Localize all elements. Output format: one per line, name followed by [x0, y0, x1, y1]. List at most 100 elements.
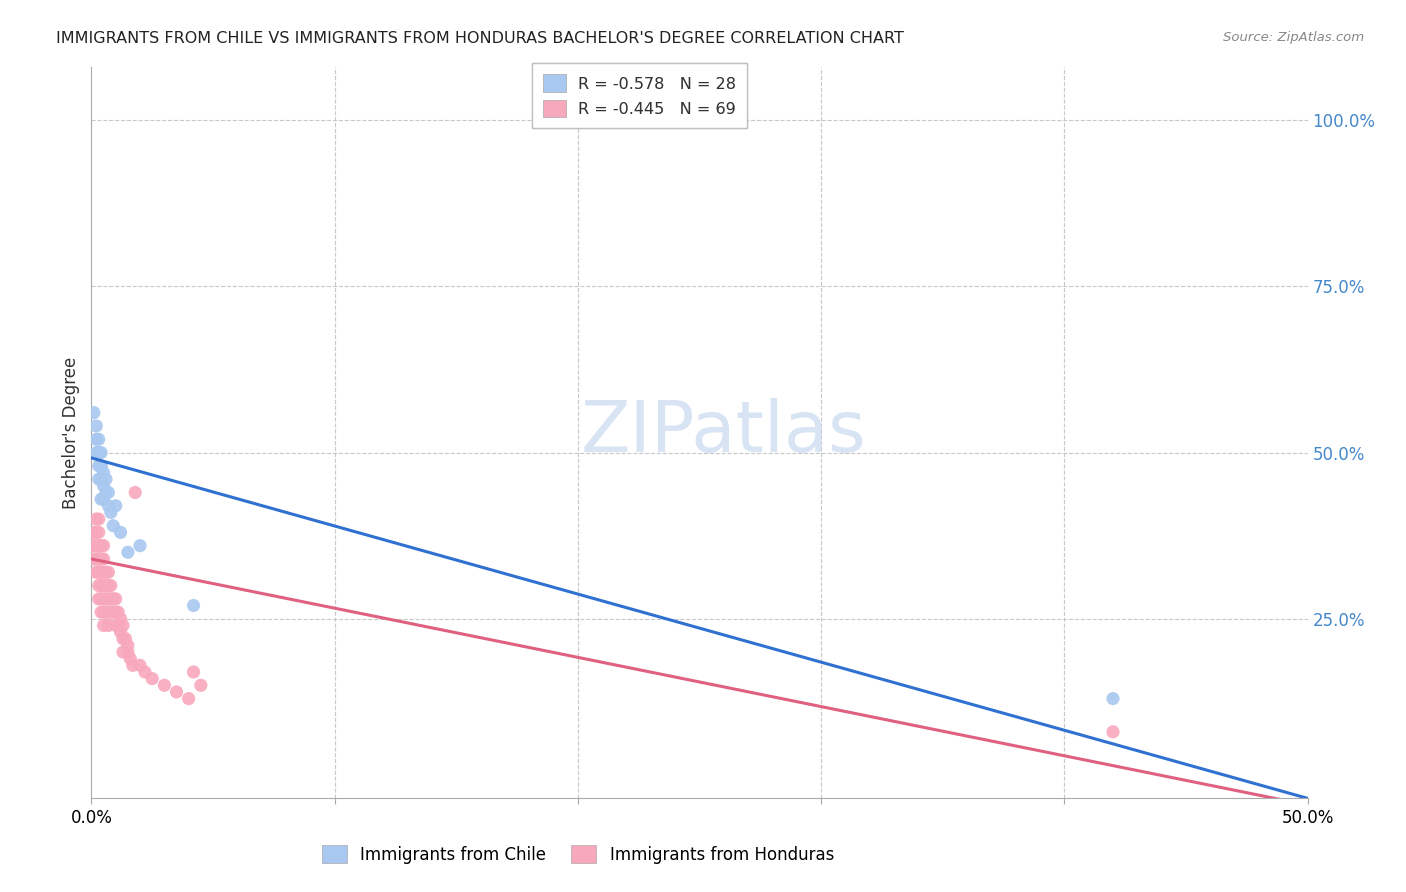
Point [87, 566, 110, 580]
Point [87, 458, 110, 473]
Point [93, 591, 115, 606]
Y-axis label: Bachelor's Degree: Bachelor's Degree [62, 357, 80, 508]
Point [90, 566, 112, 580]
Point [104, 605, 127, 619]
Point [117, 645, 139, 659]
Point [166, 685, 188, 699]
Point [83, 539, 105, 553]
Point [87, 525, 110, 540]
Point [90, 539, 112, 553]
Point [84, 432, 107, 446]
Point [87, 445, 110, 459]
Point [104, 499, 127, 513]
Point [90, 552, 112, 566]
Point [87, 539, 110, 553]
Point [103, 591, 125, 606]
Point [117, 639, 139, 653]
Point [94, 591, 117, 606]
Point [84, 566, 107, 580]
Point [110, 612, 132, 626]
Point [87, 432, 110, 446]
Point [84, 552, 107, 566]
Point [129, 539, 152, 553]
Point [93, 552, 115, 566]
Point [87, 472, 110, 486]
Point [100, 605, 122, 619]
Point [117, 545, 139, 559]
Point [94, 485, 117, 500]
Point [94, 472, 117, 486]
Point [110, 625, 132, 640]
Point [87, 578, 110, 592]
Point [90, 458, 112, 473]
Point [97, 605, 120, 619]
Point [111, 632, 134, 646]
Point [103, 605, 125, 619]
Point [100, 505, 122, 519]
Point [177, 691, 200, 706]
Point [87, 552, 110, 566]
Point [93, 492, 115, 507]
Point [97, 578, 120, 592]
Point [100, 578, 122, 592]
Point [90, 605, 112, 619]
Point [83, 406, 105, 420]
Point [87, 591, 110, 606]
Point [94, 566, 117, 580]
Point [103, 518, 125, 533]
Point [111, 618, 134, 632]
Point [120, 651, 142, 665]
Point [90, 458, 112, 473]
Point [183, 599, 205, 613]
Point [87, 539, 110, 553]
Point [93, 479, 115, 493]
Point [90, 472, 112, 486]
Point [121, 658, 143, 673]
Point [153, 678, 176, 692]
Point [97, 566, 120, 580]
Point [114, 632, 136, 646]
Point [84, 512, 107, 526]
Point [1102, 724, 1125, 739]
Text: IMMIGRANTS FROM CHILE VS IMMIGRANTS FROM HONDURAS BACHELOR'S DEGREE CORRELATION : IMMIGRANTS FROM CHILE VS IMMIGRANTS FROM… [56, 31, 904, 46]
Point [93, 539, 115, 553]
Point [97, 485, 120, 500]
Legend: Immigrants from Chile, Immigrants from Honduras: Immigrants from Chile, Immigrants from H… [315, 838, 841, 871]
Point [84, 445, 107, 459]
Point [107, 618, 129, 632]
Point [97, 618, 120, 632]
Point [83, 552, 105, 566]
Point [94, 605, 117, 619]
Point [94, 578, 117, 592]
Point [129, 658, 152, 673]
Point [90, 445, 112, 459]
Point [93, 578, 115, 592]
Point [83, 525, 105, 540]
Point [104, 591, 127, 606]
Point [141, 672, 163, 686]
Point [90, 578, 112, 592]
Point [111, 645, 134, 659]
Point [84, 419, 107, 434]
Point [107, 605, 129, 619]
Point [183, 665, 205, 679]
Text: ZIPatlas: ZIPatlas [581, 398, 866, 467]
Point [97, 591, 120, 606]
Point [134, 665, 156, 679]
Point [87, 552, 110, 566]
Point [124, 485, 146, 500]
Point [84, 525, 107, 540]
Point [90, 492, 112, 507]
Point [190, 678, 212, 692]
Point [87, 512, 110, 526]
Point [93, 605, 115, 619]
Point [93, 618, 115, 632]
Point [100, 591, 122, 606]
Text: Source: ZipAtlas.com: Source: ZipAtlas.com [1223, 31, 1364, 45]
Point [1102, 691, 1125, 706]
Point [104, 618, 127, 632]
Point [93, 466, 115, 480]
Point [90, 591, 112, 606]
Point [97, 499, 120, 513]
Legend: R = -0.578   N = 28, R = -0.445   N = 69: R = -0.578 N = 28, R = -0.445 N = 69 [531, 63, 748, 128]
